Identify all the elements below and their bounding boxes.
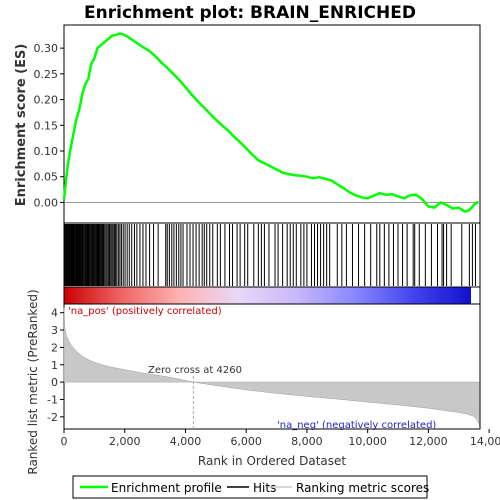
hits-marks (64, 224, 476, 286)
es-y-axis-ticks: 0.00 0.05 0.10 0.15 0.20 0.25 0.30 (34, 42, 64, 209)
rank-heatmap (64, 287, 471, 304)
legend-enrichment-label: Enrichment profile (111, 481, 222, 495)
metric-x-tick-label: 6,000 (230, 435, 262, 448)
metric-x-tick-label: 12,000 (409, 435, 448, 448)
metric-x-axis-ticks: 0 2,000 4,000 6,000 8,000 10,000 12,000 14,000 (61, 429, 500, 448)
metric-y-tick-label: -2 (47, 411, 58, 424)
metric-x-tick-label: 14,000 (470, 435, 500, 448)
enrichment-profile-line (62, 32, 479, 213)
metric-x-tick-label: 4,000 (170, 435, 202, 448)
legend-hits-label: Hits (253, 481, 276, 495)
metric-y-axis-label: Ranked list metric (PreRanked) (26, 289, 40, 474)
metric-y-axis-ticks: -2 -1 0 1 2 3 4 (47, 307, 64, 424)
legend-box (72, 475, 428, 499)
legend-metric-label: Ranking metric scores (296, 481, 429, 495)
neg-label: 'na_neg' (negatively correlated) (277, 420, 436, 431)
metric-x-tick-label: 8,000 (291, 435, 323, 448)
metric-y-tick-label: 3 (51, 324, 58, 337)
metric-x-tick-label: 10,000 (348, 435, 387, 448)
es-plot-frame (63, 24, 481, 224)
zero-cross-label: Zero cross at 4260 (148, 365, 242, 376)
metric-x-tick-label: 2,000 (109, 435, 141, 448)
es-y-tick-label: 0.25 (34, 68, 59, 81)
es-y-tick-label: 0.10 (34, 145, 59, 158)
metric-y-tick-label: 1 (51, 359, 58, 372)
es-y-tick-label: 0.15 (34, 119, 59, 132)
metric-x-tick-label: 0 (61, 435, 68, 448)
metric-x-axis-label: Rank in Ordered Dataset (198, 454, 346, 468)
hits-frame (63, 222, 481, 288)
es-y-tick-label: 0.20 (34, 94, 59, 107)
metric-y-tick-label: 2 (51, 341, 58, 354)
es-y-tick-label: 0.30 (34, 42, 59, 55)
es-y-tick-label: 0.00 (34, 196, 59, 209)
metric-plot-frame (63, 303, 481, 430)
pos-label: 'na_pos' (positively correlated) (68, 306, 222, 317)
metric-y-tick-label: 0 (51, 376, 58, 389)
chart-title: Enrichment plot: BRAIN_ENRICHED (84, 3, 416, 23)
metric-y-tick-label: -1 (47, 393, 58, 406)
metric-y-tick-label: 4 (51, 307, 58, 320)
ranking-metric-area (63, 307, 480, 426)
es-y-tick-label: 0.05 (34, 171, 59, 184)
es-y-axis-label: Enrichment score (ES) (14, 44, 29, 207)
